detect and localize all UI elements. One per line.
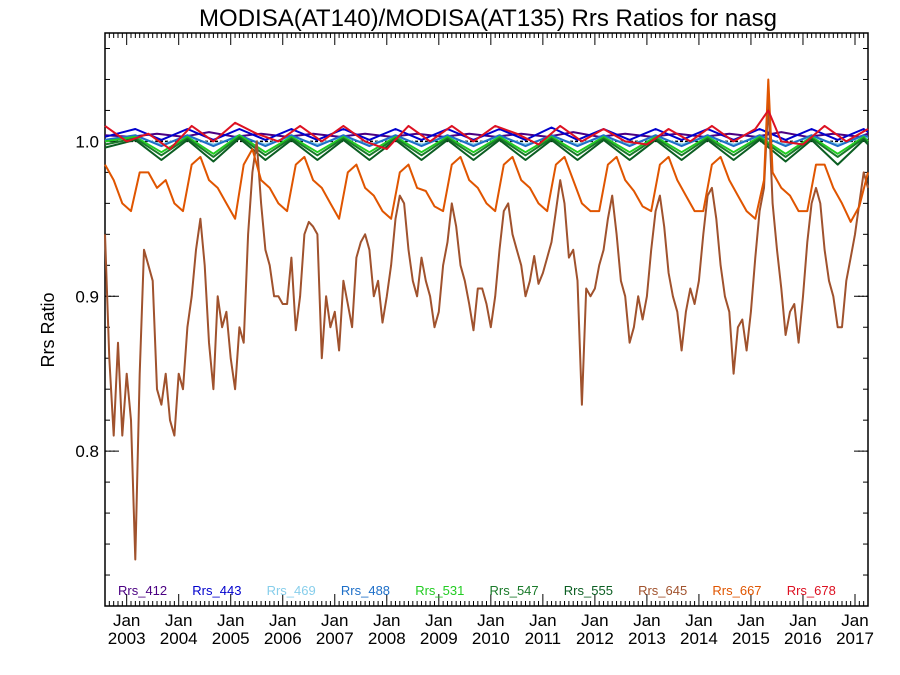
x-tick-label-year: 2016 [784, 629, 822, 648]
x-tick-label-year: 2012 [576, 629, 614, 648]
series-line-rrs-547 [104, 135, 869, 158]
series-line-rrs-443 [104, 126, 869, 141]
x-tick-label-month: Jan [841, 611, 868, 630]
x-tick-label-month: Jan [737, 611, 764, 630]
y-tick-label: 0.8 [75, 442, 99, 461]
x-tick-label-month: Jan [789, 611, 816, 630]
series-group [104, 78, 869, 561]
legend: Rrs_412 Rrs_443 Rrs_469 Rrs_488 Rrs_531 Rrs_5… [118, 583, 836, 598]
x-tick-label-year: 2014 [680, 629, 718, 648]
x-tick-label-year: 2017 [836, 629, 874, 648]
legend-entry-rrs-488: Rrs_488 [341, 583, 390, 598]
legend-entry-rrs-443: Rrs_443 [192, 583, 241, 598]
y-axis: 0.8 0.9 1.0 [75, 47, 868, 576]
series-line-rrs-645 [104, 101, 869, 561]
x-tick-label-year: 2010 [472, 629, 510, 648]
legend-entry-rrs-547: Rrs_547 [490, 583, 539, 598]
x-tick-label-month: Jan [269, 611, 296, 630]
legend-entry-rrs-412: Rrs_412 [118, 583, 167, 598]
series-line-rrs-678 [104, 109, 869, 151]
x-tick-label-year: 2005 [212, 629, 250, 648]
legend-entry-rrs-555: Rrs_555 [564, 583, 613, 598]
x-tick-label-year: 2007 [316, 629, 354, 648]
x-tick-label-month: Jan [113, 611, 140, 630]
x-tick-label-month: Jan [373, 611, 400, 630]
x-tick-label-year: 2003 [108, 629, 146, 648]
x-axis: Jan2003Jan2004Jan2005Jan2006Jan2007Jan20… [104, 33, 874, 648]
x-tick-label-year: 2009 [420, 629, 458, 648]
series-line-rrs-555 [104, 137, 869, 166]
x-tick-label-month: Jan [165, 611, 192, 630]
x-tick-label-month: Jan [581, 611, 608, 630]
x-tick-label-month: Jan [685, 611, 712, 630]
legend-entry-rrs-667: Rrs_667 [712, 583, 761, 598]
x-tick-label-year: 2006 [264, 629, 302, 648]
x-tick-label-year: 2004 [160, 629, 198, 648]
x-tick-label-month: Jan [477, 611, 504, 630]
x-tick-label-month: Jan [217, 611, 244, 630]
legend-entry-rrs-645: Rrs_645 [638, 583, 687, 598]
y-tick-label: 0.9 [75, 287, 99, 306]
x-tick-label-year: 2013 [628, 629, 666, 648]
x-tick-label-month: Jan [321, 611, 348, 630]
chart-title: MODISA(AT140)/MODISA(AT135) Rrs Ratios f… [199, 5, 777, 32]
x-tick-label-month: Jan [633, 611, 660, 630]
legend-entry-rrs-531: Rrs_531 [415, 583, 464, 598]
x-tick-label-year: 2011 [525, 629, 562, 648]
legend-entry-rrs-469: Rrs_469 [267, 583, 316, 598]
series-line-rrs-531 [104, 134, 869, 155]
x-tick-label-year: 2015 [732, 629, 770, 648]
x-tick-label-month: Jan [529, 611, 556, 630]
plot-frame [104, 32, 869, 607]
x-tick-label-year: 2008 [368, 629, 406, 648]
series-line-rrs-667 [104, 78, 869, 223]
y-tick-label: 1.0 [75, 132, 99, 151]
y-axis-label: Rrs Ratio [38, 292, 58, 367]
legend-entry-rrs-678: Rrs_678 [787, 583, 836, 598]
x-tick-label-month: Jan [425, 611, 452, 630]
